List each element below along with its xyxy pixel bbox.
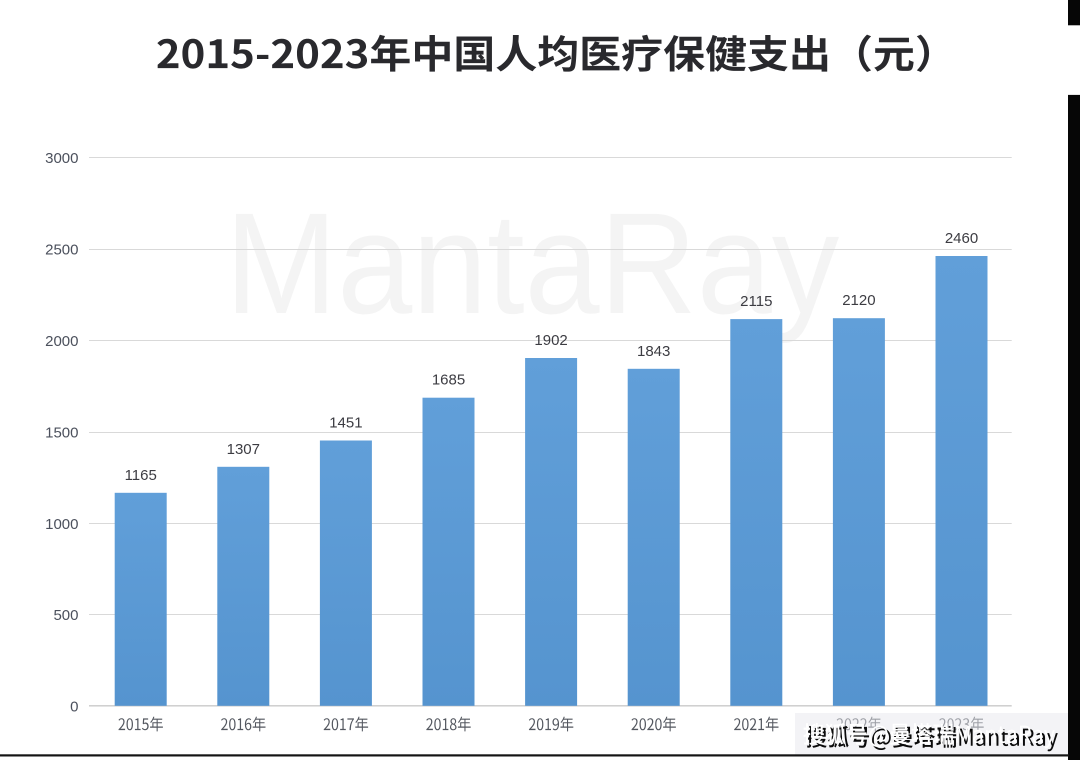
svg-text:2500: 2500 [45,242,78,259]
svg-text:500: 500 [53,607,78,624]
svg-text:2120: 2120 [842,292,875,309]
svg-text:1500: 1500 [45,424,78,441]
svg-text:1902: 1902 [534,332,567,349]
svg-text:0: 0 [70,699,78,716]
svg-text:MantaRay: MantaRay [225,183,839,344]
svg-text:1843: 1843 [637,343,670,360]
svg-text:1451: 1451 [329,415,362,432]
svg-text:1165: 1165 [125,467,157,484]
svg-text:1307: 1307 [227,441,260,458]
svg-text:3000: 3000 [45,150,78,167]
svg-text:2115: 2115 [740,293,772,310]
svg-text:1000: 1000 [45,516,78,533]
svg-text:2000: 2000 [45,333,78,350]
svg-text:1685: 1685 [432,372,465,389]
svg-text:2460: 2460 [945,230,978,247]
